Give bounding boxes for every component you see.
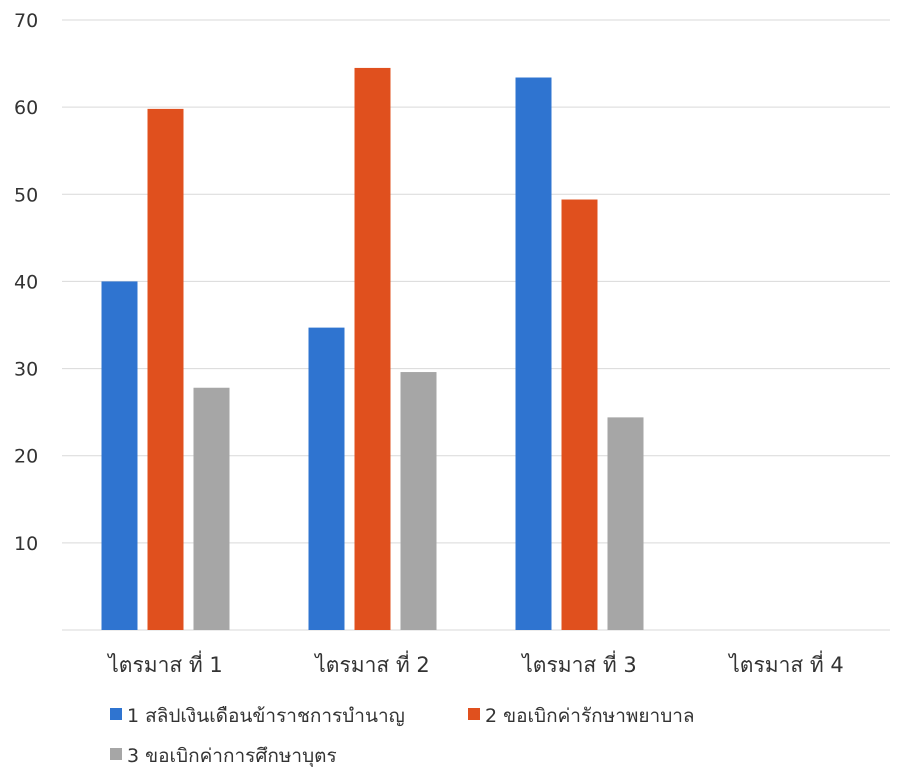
- bar-series-3-category-1: [193, 387, 230, 630]
- y-tick-label: 50: [14, 184, 38, 206]
- bar-series-1-category-1: [101, 281, 138, 630]
- x-tick-label: ไตรมาส ที่ 4: [727, 650, 844, 677]
- bar-series-2-category-3: [561, 199, 598, 630]
- y-tick-label: 10: [14, 533, 38, 555]
- bar-series-2-category-1: [147, 108, 184, 630]
- legend-swatch: [110, 748, 122, 760]
- legend-label: 1 สลิปเงินเดือนข้าราชการบำนาญ: [127, 705, 405, 727]
- x-tick-label: ไตรมาส ที่ 1: [106, 650, 223, 677]
- bar-series-3-category-2: [400, 372, 437, 630]
- legend-label: 3 ขอเบิกค่าการศึกษาบุตร: [127, 745, 337, 768]
- y-axis-tick-labels: 70 60 50 40 30 20 10: [14, 10, 38, 555]
- y-tick-label: 60: [14, 97, 38, 119]
- x-tick-label: ไตรมาส ที่ 2: [313, 650, 430, 677]
- x-tick-label: ไตรมาส ที่ 3: [520, 650, 637, 677]
- bars: [101, 67, 644, 630]
- x-axis-tick-labels: ไตรมาส ที่ 1 ไตรมาส ที่ 2 ไตรมาส ที่ 3 ไตรม…: [106, 650, 844, 677]
- gridlines: [62, 19, 890, 631]
- legend-label: 2 ขอเบิกค่ารักษาพยาบาล: [485, 705, 695, 727]
- y-tick-label: 70: [14, 10, 38, 32]
- bar-series-1-category-3: [515, 77, 552, 630]
- bar-series-2-category-2: [354, 67, 391, 630]
- y-tick-label: 30: [14, 359, 38, 381]
- legend-swatch: [468, 708, 480, 720]
- y-tick-label: 40: [14, 271, 38, 293]
- bar-series-1-category-2: [308, 327, 345, 630]
- legend: 1 สลิปเงินเดือนข้าราชการบำนาญ 2 ขอเบิกค่า…: [110, 705, 695, 768]
- legend-swatch: [110, 708, 122, 720]
- y-tick-label: 20: [14, 446, 38, 468]
- bar-series-3-category-3: [607, 417, 644, 630]
